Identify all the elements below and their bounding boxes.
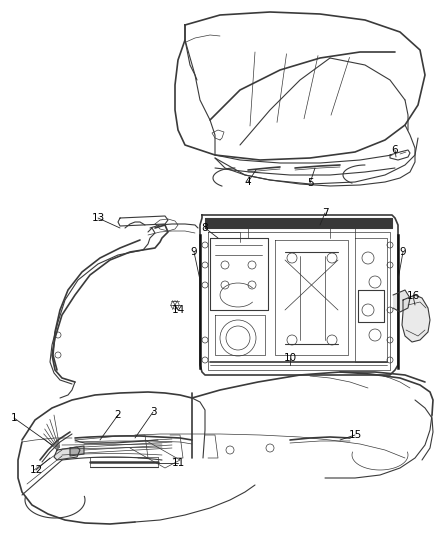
Text: 7: 7 xyxy=(321,208,328,218)
Polygon shape xyxy=(54,447,80,460)
Text: 13: 13 xyxy=(92,213,105,223)
Polygon shape xyxy=(205,218,392,228)
Text: 9: 9 xyxy=(191,247,197,257)
Text: 11: 11 xyxy=(171,458,185,468)
Text: 8: 8 xyxy=(201,223,208,233)
Text: 5: 5 xyxy=(307,178,313,188)
Text: 14: 14 xyxy=(171,305,185,315)
Text: 2: 2 xyxy=(115,410,121,420)
Polygon shape xyxy=(402,295,430,342)
Polygon shape xyxy=(393,290,410,312)
Text: 3: 3 xyxy=(150,407,156,417)
Text: 9: 9 xyxy=(400,247,406,257)
Text: 6: 6 xyxy=(392,145,398,155)
Polygon shape xyxy=(70,446,84,456)
Text: 1: 1 xyxy=(11,413,18,423)
Text: 4: 4 xyxy=(245,177,251,187)
Text: 12: 12 xyxy=(29,465,42,475)
Text: 16: 16 xyxy=(406,291,420,301)
Text: 10: 10 xyxy=(283,353,297,363)
Text: 15: 15 xyxy=(348,430,362,440)
